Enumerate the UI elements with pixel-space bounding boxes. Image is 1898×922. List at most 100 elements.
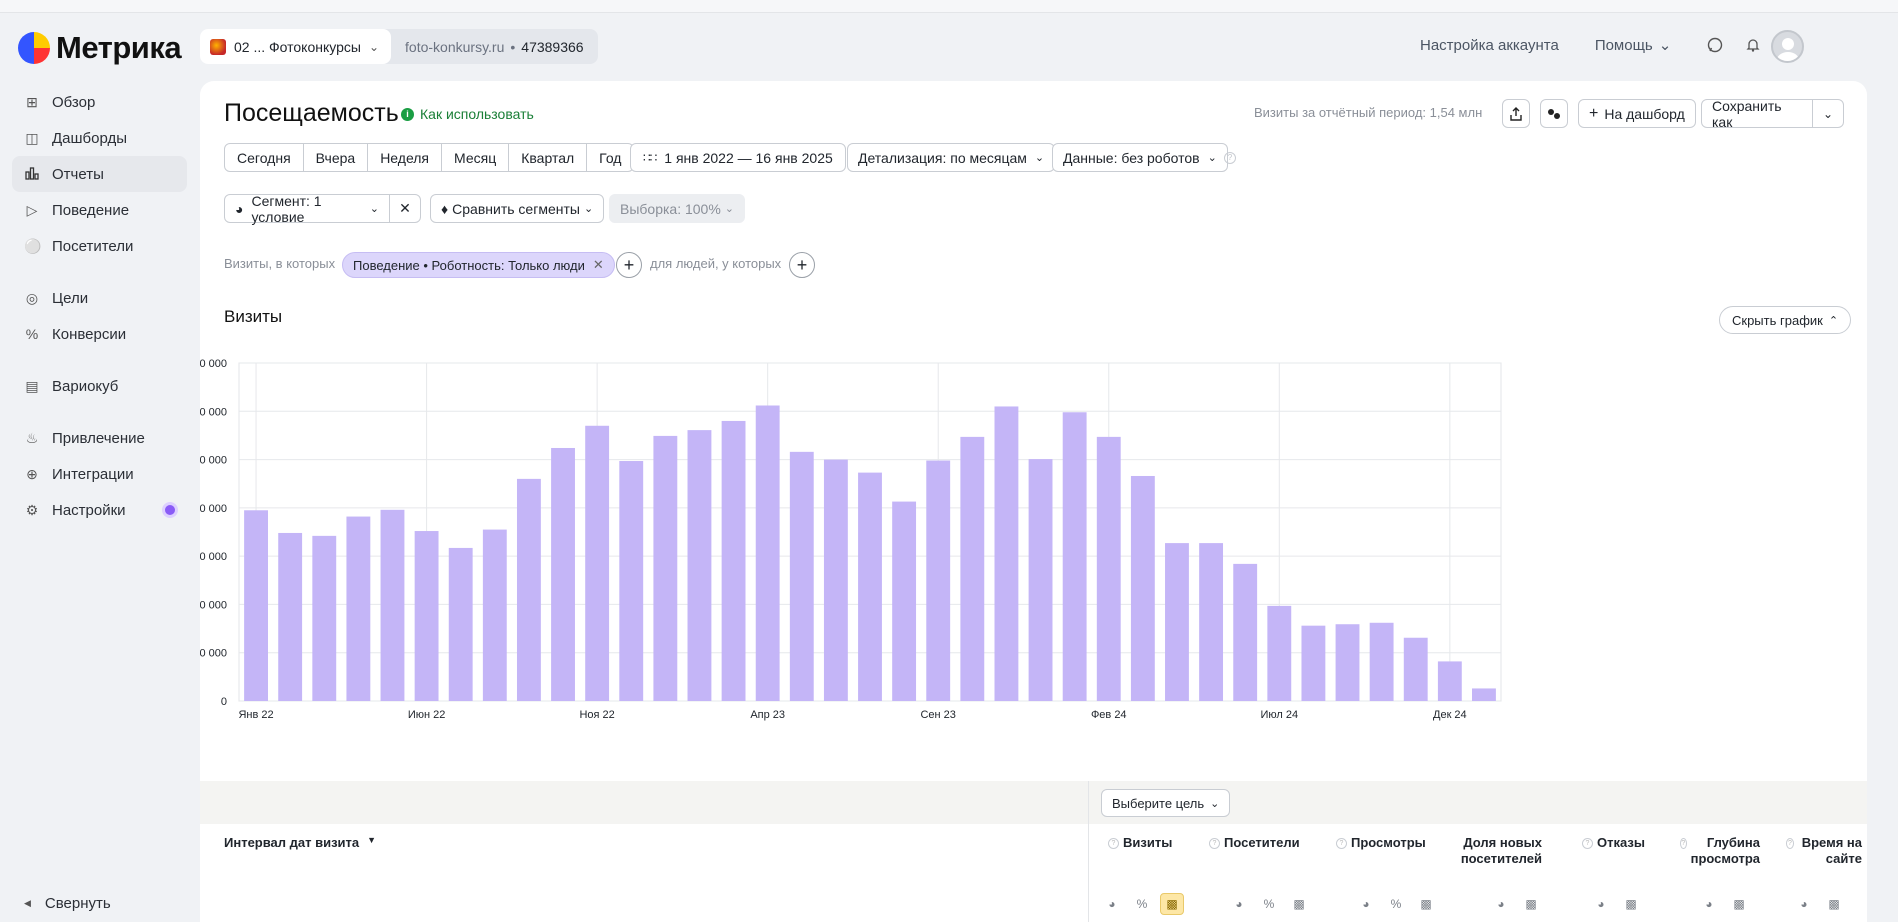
drops-icon: ♦ bbox=[441, 200, 449, 217]
counter-switcher[interactable]: 02 ... Фотоконкурсы ⌄ foto-konkursy.ru •… bbox=[200, 29, 598, 64]
y-tick-label: 40 000 bbox=[200, 503, 227, 515]
metric-depth[interactable]: ? Глубина просмотра bbox=[1680, 835, 1760, 867]
sidebar-item-dashboards[interactable]: ◫ Дашборды bbox=[12, 120, 187, 156]
sidebar-item-behavior[interactable]: ▷ Поведение bbox=[12, 192, 187, 228]
help-label: Помощь bbox=[1594, 36, 1653, 54]
hide-chart-button[interactable]: Скрыть график ⌃ bbox=[1719, 306, 1852, 334]
pie-chart-icon[interactable]: ◕ bbox=[1597, 897, 1605, 911]
date-range-picker[interactable]: ∷∷ 1 янв 2022 — 16 янв 2025 bbox=[630, 143, 846, 172]
add-to-dashboard-button[interactable]: + На дашборд bbox=[1578, 99, 1696, 128]
bar-Сен 23 bbox=[926, 460, 951, 701]
page-title: Посещаемость bbox=[224, 99, 399, 127]
play-icon: ▷ bbox=[26, 201, 38, 218]
grid-icon: ⊞ bbox=[26, 93, 38, 110]
user-avatar[interactable] bbox=[1771, 30, 1804, 63]
bar-chart-icon[interactable]: ▩ bbox=[1733, 897, 1745, 911]
sidebar-item-variocube[interactable]: ▤ Вариокуб bbox=[12, 368, 187, 404]
detail-select[interactable]: Детализация: по месяцам ⌄ bbox=[847, 143, 1056, 172]
save-as-button[interactable]: Сохранить как bbox=[1701, 98, 1813, 130]
help-icon: ? bbox=[1680, 838, 1687, 849]
compare-periods-button[interactable] bbox=[1540, 99, 1568, 128]
help-icon: ? bbox=[1786, 838, 1794, 849]
bar-chart-icon[interactable]: ▩ bbox=[1625, 897, 1637, 911]
metric-bounces[interactable]: ? Отказы bbox=[1582, 835, 1645, 851]
sidebar-item-reports[interactable]: Отчеты bbox=[12, 156, 187, 192]
period-yesterday[interactable]: Вчера bbox=[304, 144, 369, 171]
dimension-header[interactable]: Интервал дат визита ▼ bbox=[224, 835, 376, 850]
filter-chip[interactable]: Поведение • Роботность: Только люди ✕ bbox=[342, 252, 615, 278]
account-settings-link[interactable]: Настройка аккаунта bbox=[1420, 36, 1559, 54]
bar-Дек 23 bbox=[1028, 459, 1053, 701]
chat-icon[interactable] bbox=[1707, 37, 1723, 53]
pie-chart-icon[interactable]: ◕ bbox=[1235, 897, 1243, 911]
sidebar-item-goals[interactable]: ◎ Цели bbox=[12, 280, 187, 316]
metric-label: Глубина просмотра bbox=[1690, 835, 1761, 866]
pie-chart-icon[interactable]: ◕ bbox=[1497, 897, 1505, 911]
period-year[interactable]: Год bbox=[599, 149, 622, 166]
help-icon[interactable]: ? bbox=[1224, 152, 1236, 164]
percent-icon[interactable]: % bbox=[1136, 897, 1148, 911]
counter-select[interactable]: 02 ... Фотоконкурсы ⌄ bbox=[200, 29, 392, 64]
dashboard-icon: ◫ bbox=[25, 129, 39, 146]
sort-desc-icon: ▼ bbox=[367, 835, 377, 845]
bar-Май 22 bbox=[380, 509, 405, 701]
metric-label: Отказы bbox=[1597, 835, 1645, 850]
bar-chart-icon[interactable]: ▩ bbox=[1420, 897, 1432, 911]
calendar-icon: ∷∷ bbox=[643, 150, 657, 165]
add-people-condition-button[interactable]: + bbox=[789, 252, 815, 278]
integration-icon: ⊕ bbox=[26, 465, 38, 482]
metric-new-users[interactable]: Доля новых посетителей bbox=[1442, 835, 1542, 867]
sidebar-item-acquisition[interactable]: ♨ Привлечение bbox=[12, 420, 187, 456]
table-divider bbox=[1088, 781, 1089, 922]
pie-chart-icon[interactable]: ◕ bbox=[1362, 897, 1370, 911]
save-as-dropdown[interactable]: ⌄ bbox=[1812, 99, 1844, 128]
close-icon[interactable]: ✕ bbox=[592, 257, 604, 272]
sidebar-collapse-button[interactable]: ◀ Свернуть bbox=[24, 895, 111, 912]
export-button[interactable] bbox=[1502, 99, 1530, 128]
sidebar-item-conversions[interactable]: % Конверсии bbox=[12, 316, 187, 352]
person-icon: ⚪ bbox=[24, 237, 42, 254]
sample-select[interactable]: Выборка: 100% ⌄ bbox=[609, 194, 746, 223]
metric-label: Просмотры bbox=[1351, 835, 1426, 850]
y-tick-label: 60 000 bbox=[200, 406, 227, 418]
logo-text: Метрика bbox=[56, 30, 182, 65]
help-icon: ? bbox=[1108, 838, 1119, 849]
segment-select[interactable]: ◕ Сегмент: 1 условие ⌄ bbox=[224, 193, 390, 225]
bar-chart-icon[interactable]: ▩ bbox=[1525, 897, 1537, 911]
segment-clear-button[interactable]: ✕ bbox=[389, 194, 421, 223]
add-visit-condition-button[interactable]: + bbox=[616, 252, 642, 278]
bell-icon[interactable] bbox=[1745, 37, 1761, 53]
sidebar-item-label: Посетители bbox=[52, 237, 134, 255]
percent-icon[interactable]: % bbox=[1390, 897, 1402, 911]
how-to-use-link[interactable]: i Как использовать bbox=[401, 106, 534, 122]
metrika-logo[interactable]: Метрика bbox=[18, 30, 182, 66]
metric-visits[interactable]: ? Визиты bbox=[1108, 835, 1172, 851]
target-icon: ◎ bbox=[25, 289, 39, 306]
sidebar-item-integrations[interactable]: ⊕ Интеграции bbox=[12, 456, 187, 492]
pie-chart-icon[interactable]: ◕ bbox=[1705, 897, 1713, 911]
percent-icon: % bbox=[25, 326, 39, 342]
metric-visitors[interactable]: ? Посетители bbox=[1209, 835, 1300, 851]
sidebar-item-settings[interactable]: ⚙ Настройки bbox=[12, 492, 187, 528]
sidebar-item-overview[interactable]: ⊞ Обзор bbox=[12, 84, 187, 120]
pie-chart-icon[interactable]: ◕ bbox=[1800, 897, 1808, 911]
metric-time[interactable]: ? Время на сайте bbox=[1786, 835, 1862, 867]
bar-chart-icon[interactable]: ▩ bbox=[1160, 893, 1184, 915]
percent-icon[interactable]: % bbox=[1263, 897, 1275, 911]
metric-pageviews[interactable]: ? Просмотры bbox=[1336, 835, 1426, 851]
data-filter-select[interactable]: Данные: без роботов ⌄ bbox=[1052, 143, 1228, 172]
bar-chart-icon[interactable]: ▩ bbox=[1293, 897, 1305, 911]
period-today[interactable]: Сегодня bbox=[225, 144, 304, 171]
period-week[interactable]: Неделя bbox=[368, 144, 443, 171]
help-menu[interactable]: Помощь ⌄ bbox=[1594, 36, 1672, 55]
sidebar-item-label: Цели bbox=[52, 289, 89, 307]
bar-Авг 24 bbox=[1301, 625, 1326, 701]
period-quarter[interactable]: Квартал bbox=[509, 144, 588, 171]
sidebar-item-visitors[interactable]: ⚪ Посетители bbox=[12, 228, 187, 264]
pie-chart-icon[interactable]: ◕ bbox=[1108, 897, 1116, 911]
new-users-view-toggles: ◕ ▩ bbox=[1489, 893, 1543, 915]
period-month[interactable]: Месяц bbox=[442, 144, 510, 171]
bar-chart-icon[interactable]: ▩ bbox=[1828, 897, 1840, 911]
goal-select[interactable]: Выберите цель ⌄ bbox=[1101, 789, 1231, 817]
compare-segments-select[interactable]: ♦ Сравнить сегменты ⌄ bbox=[430, 194, 605, 223]
